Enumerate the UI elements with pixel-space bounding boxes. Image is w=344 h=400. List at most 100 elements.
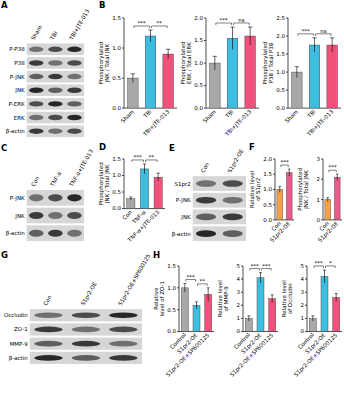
significance-bracket — [314, 266, 324, 268]
blot-band — [109, 341, 137, 347]
blot-band — [196, 197, 216, 204]
error-cap — [230, 27, 234, 28]
y-axis-label-line: P38 / Total P38 — [268, 42, 274, 83]
error-line — [324, 270, 325, 283]
bar — [163, 54, 174, 108]
error-bar — [131, 74, 135, 82]
category-label: Sham — [120, 109, 135, 124]
significance-label: *** — [134, 154, 143, 160]
y-tick-label: 1.0 — [194, 60, 203, 66]
bar-chart: 0.00.51.01.52.02.5ShamTBITBI+JTE-013Phos… — [262, 15, 341, 139]
error-cap — [207, 287, 210, 288]
significance-label: *** — [315, 260, 324, 266]
blot-band — [29, 128, 44, 133]
error-cap — [312, 37, 316, 38]
y-tick — [177, 309, 179, 310]
error-line — [296, 67, 297, 78]
y-tick — [273, 204, 275, 205]
bar — [277, 189, 283, 219]
error-line — [337, 174, 338, 180]
significance-label: *** — [220, 17, 229, 23]
significance-bracket — [132, 160, 144, 162]
y-tick — [305, 279, 307, 280]
y-tick — [122, 48, 124, 49]
blot-strip — [30, 338, 142, 350]
error-bar — [335, 294, 338, 302]
error-cap — [295, 66, 299, 67]
western-blot: ConS1pr2-OES1pr2P-JNKJNKβ-actin — [172, 148, 246, 241]
y-tick — [305, 305, 307, 306]
error-bar — [183, 283, 186, 292]
blot-strip — [27, 43, 84, 55]
row-label: JNK — [180, 214, 191, 221]
significance-bracket — [281, 165, 289, 167]
error-bar — [129, 197, 132, 200]
y-tick — [305, 331, 307, 332]
lane-label: TBI — [49, 30, 59, 42]
error-bar — [195, 302, 198, 309]
category-label: TBI+JTE-013 — [141, 108, 171, 138]
significance-label: *** — [262, 263, 271, 269]
error-cap — [259, 272, 262, 273]
bar — [269, 299, 276, 332]
category-label: TNF-α+JTE-013 — [126, 209, 162, 245]
panel-label: F — [249, 142, 255, 152]
y-tick — [241, 331, 243, 332]
blot-band — [34, 355, 62, 361]
blot-band — [48, 101, 63, 106]
error-bar — [271, 295, 274, 303]
error-line — [208, 288, 209, 301]
category-label: TBI — [142, 108, 153, 119]
error-cap — [248, 27, 252, 28]
row-label: Occludin — [4, 312, 28, 318]
bar-chart: 0123ConS1pr2-OEPhosphorylatedJNK / Total… — [297, 156, 342, 244]
y-tick — [321, 219, 323, 220]
row-label: P-JNK — [10, 74, 25, 81]
error-cap — [143, 163, 146, 164]
bar — [321, 276, 328, 331]
y-tick-label: 0.0 — [276, 105, 285, 111]
y-tick-label: 0.5 — [167, 307, 176, 313]
y-tick — [177, 331, 179, 332]
blot-band — [29, 47, 44, 52]
y-tick-label: 2 — [317, 176, 321, 182]
y-axis — [124, 159, 125, 209]
y-axis-label-line: ERK / Total ERK — [186, 42, 192, 84]
y-axis — [243, 266, 244, 332]
blot-band — [48, 60, 63, 65]
y-tick-label: 1.5 — [263, 171, 272, 177]
background — [0, 0, 344, 400]
error-cap — [288, 169, 290, 170]
error-line — [248, 316, 249, 321]
blot-strip — [27, 98, 84, 110]
blot-band — [48, 230, 63, 237]
error-cap — [148, 30, 152, 31]
y-tick-label: 2.0 — [263, 156, 272, 162]
error-cap — [336, 174, 338, 175]
bar — [327, 45, 338, 108]
lane-label: S1pr2-OE — [226, 148, 245, 175]
y-tick-label: 1.5 — [112, 15, 121, 21]
error-line — [327, 198, 328, 202]
error-cap — [279, 186, 281, 187]
error-line — [312, 316, 313, 321]
lane-label: S1pr2-OE — [80, 280, 99, 307]
lane-label: S1pr2-OE+SP600125 — [117, 252, 153, 307]
blot-strip — [30, 323, 142, 335]
category-label: Sham — [202, 109, 217, 124]
y-tick-label: 5 — [237, 263, 241, 269]
error-bar — [143, 164, 146, 174]
y-tick-label: 1.5 — [167, 263, 176, 269]
error-bar — [259, 273, 262, 283]
lane-label: Con — [200, 161, 211, 174]
lane-label: Con — [42, 294, 53, 307]
error-bar — [330, 38, 334, 52]
blot-band — [67, 74, 82, 79]
western-blot: ConTNF-αTNF-α+JTE-013P-JNKJNKβ-actin — [6, 148, 96, 241]
bar-chart: 0.00.51.01.5ConTNF-αTNF-α+JTE-013Phospho… — [98, 154, 165, 244]
blot-band — [67, 101, 82, 106]
error-cap — [323, 269, 326, 270]
y-axis-label-line: JNK / Total JNK — [104, 43, 111, 83]
y-tick — [286, 90, 288, 91]
y-tick-label: 0.5 — [194, 82, 203, 88]
